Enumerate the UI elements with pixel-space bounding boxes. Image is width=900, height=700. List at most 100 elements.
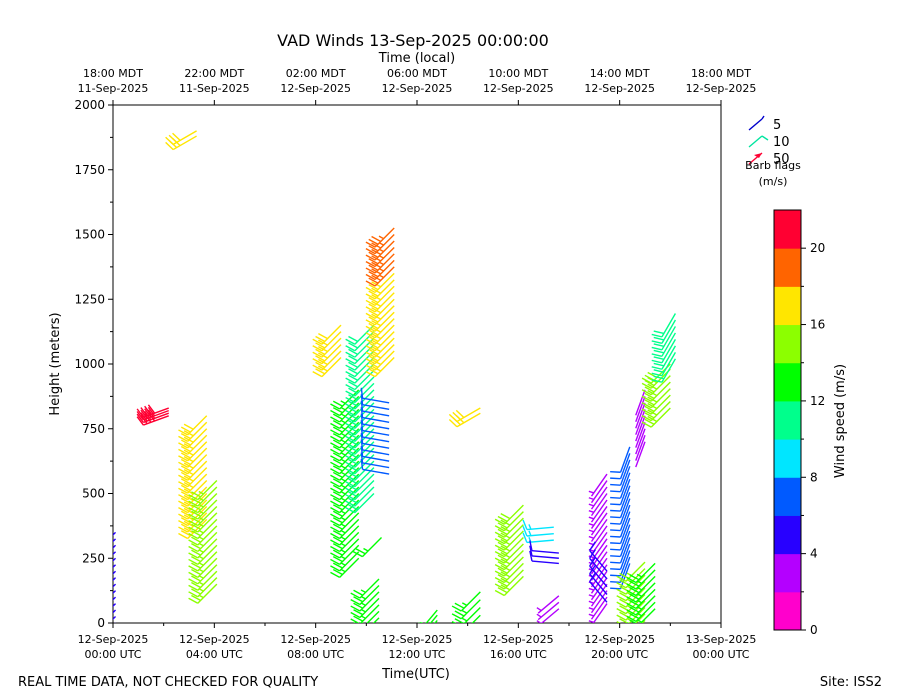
chart-title: VAD Winds 13-Sep-2025 00:00:00 — [277, 31, 549, 50]
wind-barb — [188, 577, 218, 598]
wind-barb — [113, 531, 117, 536]
barb-layer — [113, 130, 677, 623]
wind-barb — [641, 407, 671, 428]
colorbar-tick-label: 16 — [810, 318, 825, 332]
wind-barb — [651, 326, 677, 351]
site-label: Site: ISS2 — [820, 675, 882, 690]
top-tick-time: 18:00 MDT — [691, 67, 751, 80]
x-tick-time: 00:00 UTC — [84, 648, 141, 661]
wind-barb — [635, 441, 646, 468]
wind-barb — [113, 583, 117, 588]
wind-barb — [448, 407, 481, 423]
wind-barb — [350, 597, 380, 619]
x-tick-time: 00:00 UTC — [692, 648, 749, 661]
y-tick-label: 1250 — [74, 292, 105, 306]
wind-barb — [610, 537, 631, 564]
x-tick-date: 12-Sep-2025 — [78, 633, 149, 646]
wind-barb — [610, 466, 631, 493]
wind-barb — [178, 454, 208, 475]
colorbar-tick-label: 8 — [810, 470, 818, 484]
wind-barb — [610, 543, 631, 571]
colorbar-segment — [774, 210, 801, 249]
colorbar-tick-label: 20 — [810, 241, 825, 255]
x-tick-date: 12-Sep-2025 — [179, 633, 250, 646]
top-tick-time: 10:00 MDT — [488, 67, 548, 80]
wind-barb — [352, 537, 383, 558]
wind-barb — [610, 556, 631, 584]
wind-barb — [188, 570, 218, 591]
wind-barb — [113, 564, 117, 569]
top-tick-date: 12-Sep-2025 — [280, 82, 351, 95]
colorbar-segment — [774, 477, 801, 516]
colorbar-segment — [774, 362, 801, 402]
wind-barb — [651, 313, 677, 338]
top-tick-date: 12-Sep-2025 — [686, 82, 757, 95]
colorbar-segment — [774, 400, 801, 440]
wind-barb — [360, 452, 390, 469]
y-tick-label: 750 — [82, 422, 105, 436]
wind-barb — [610, 485, 631, 512]
wind-barb — [588, 596, 608, 620]
wind-barb — [330, 512, 360, 533]
wind-barb — [610, 504, 631, 532]
wind-barb — [588, 499, 608, 523]
x-axis-bottom: 12-Sep-2025 00:00 UTC 12-Sep-2025 04:00 UTC… — [78, 623, 757, 661]
wind-barb — [312, 344, 342, 365]
wind-barb — [345, 480, 375, 501]
wind-barb — [494, 504, 524, 525]
x-tick-time: 12:00 UTC — [388, 648, 445, 661]
legend-title: Barb flags — [745, 159, 801, 172]
colorbar-segment — [774, 324, 801, 364]
y-tick-label: 2000 — [74, 98, 105, 112]
wind-barb — [626, 588, 656, 610]
legend-label: 50 — [773, 152, 790, 167]
wind-barb — [588, 480, 608, 504]
y-tick-label: 1000 — [74, 357, 105, 371]
wind-barb — [350, 578, 380, 599]
wind-barb — [312, 324, 342, 345]
wind-barb — [188, 531, 218, 553]
wind-barb — [635, 422, 646, 448]
colorbar-segment — [774, 248, 801, 287]
wind-barb — [529, 540, 559, 554]
wind-barb — [345, 486, 375, 507]
top-tick-time: 22:00 MDT — [184, 67, 244, 80]
wind-barb — [635, 434, 646, 461]
y-axis: 0 250 500 750 1000 1250 1500 1750 2000 — [74, 98, 113, 630]
wind-barb — [610, 550, 631, 577]
wind-barb — [610, 472, 631, 499]
wind-barb — [178, 415, 208, 436]
wind-barb — [651, 358, 677, 383]
colorbar-segment — [774, 553, 801, 593]
wind-barb — [588, 493, 608, 517]
wind-barb — [360, 420, 390, 436]
y-tick-label: 500 — [82, 487, 105, 501]
wind-barb — [345, 473, 375, 494]
wind-barb — [360, 426, 390, 443]
wind-barb — [365, 324, 395, 345]
wind-barb — [589, 541, 608, 572]
y-tick-label: 0 — [97, 616, 105, 630]
wind-barb — [165, 135, 197, 151]
top-tick-date: 12-Sep-2025 — [382, 82, 453, 95]
legend-label: 10 — [773, 135, 790, 150]
wind-barb — [635, 402, 646, 429]
x-tick-date: 13-Sep-2025 — [686, 633, 757, 646]
wind-barb — [588, 590, 608, 614]
y-tick-label: 1500 — [74, 228, 105, 242]
wind-barb — [588, 577, 608, 601]
wind-barb — [610, 511, 631, 538]
wind-barb — [641, 394, 671, 415]
legend-entry — [748, 152, 763, 165]
wind-barb — [429, 614, 438, 623]
wind-barb — [448, 412, 481, 428]
wind-barb — [188, 480, 218, 501]
wind-barb — [188, 544, 218, 566]
wind-barb — [610, 453, 631, 480]
legend-units: (m/s) — [759, 175, 788, 188]
x-tick-date: 12-Sep-2025 — [280, 633, 351, 646]
wind-barb — [651, 332, 677, 357]
wind-barb — [330, 557, 360, 578]
top-tick-time: 18:00 MDT — [83, 67, 143, 80]
wind-barb — [113, 577, 117, 582]
